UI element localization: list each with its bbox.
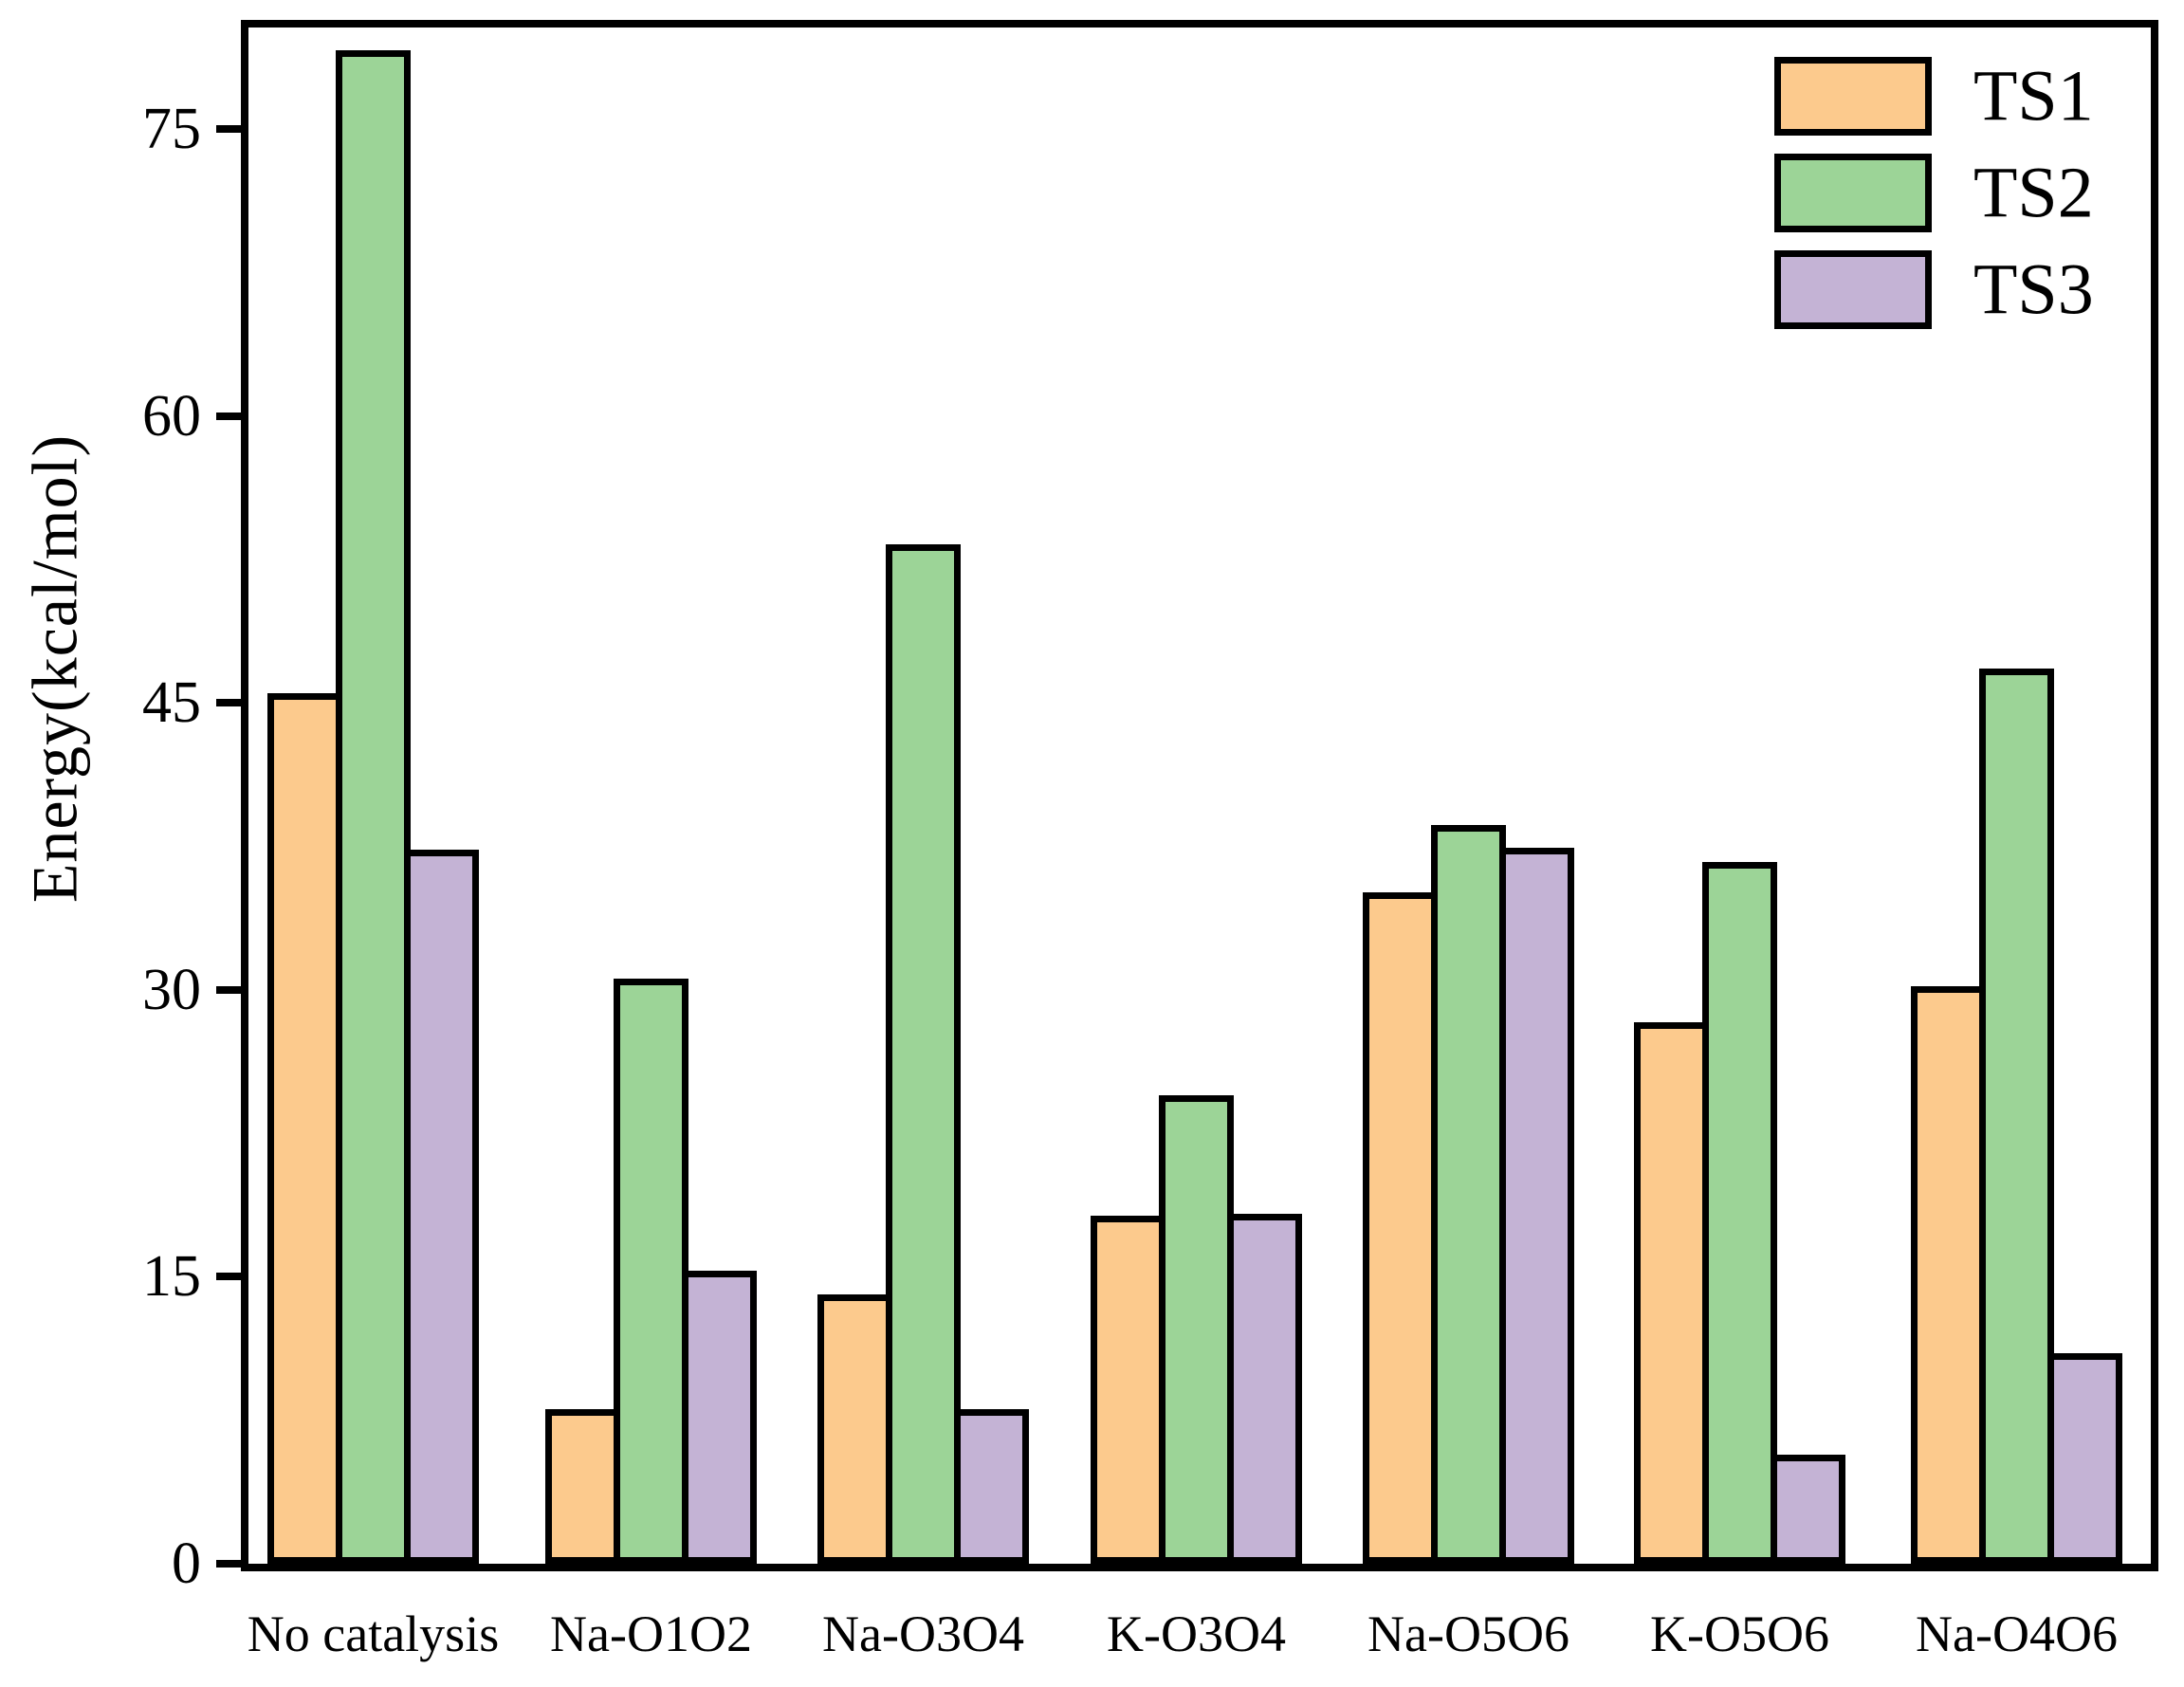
bar-ts3-group4	[1227, 1214, 1302, 1564]
bar-ts3-group6	[1771, 1455, 1845, 1564]
x-axis-label: Na-O1O2	[550, 1605, 752, 1662]
y-tick-mark	[216, 412, 242, 420]
x-axis-label: K-O5O6	[1650, 1605, 1829, 1662]
bar-ts2-group7	[1979, 669, 2054, 1564]
bar-ts2-group3	[886, 544, 961, 1564]
legend-swatch-ts1	[1774, 57, 1932, 136]
bar-ts1-group5	[1363, 892, 1438, 1564]
bar-ts3-group3	[954, 1409, 1029, 1564]
legend-swatch-ts3	[1774, 250, 1932, 329]
y-tick-label: 0	[172, 1531, 201, 1596]
bar-ts3-group2	[682, 1271, 757, 1564]
bar-ts1-group3	[817, 1294, 892, 1564]
y-tick-mark	[216, 1560, 242, 1568]
bar-ts3-group7	[2047, 1353, 2122, 1564]
y-tick-label: 45	[142, 670, 201, 736]
legend-swatch-ts2	[1774, 154, 1932, 232]
x-axis-label: No catalysis	[247, 1605, 500, 1662]
y-axis-title: Energy(kcal/mol)	[18, 433, 91, 904]
bar-ts1-group6	[1634, 1022, 1709, 1564]
bar-ts2-group6	[1702, 862, 1777, 1564]
bar-ts1-group7	[1911, 986, 1986, 1564]
bar-ts2-group2	[614, 979, 688, 1564]
bar-ts1-group4	[1091, 1216, 1165, 1564]
bar-ts2-group5	[1431, 825, 1506, 1564]
y-tick-mark	[216, 699, 242, 707]
bar-ts3-group5	[1499, 848, 1574, 1564]
y-tick-mark	[216, 1273, 242, 1281]
y-tick-mark	[216, 985, 242, 994]
legend-label: TS2	[1973, 153, 2094, 233]
x-axis-label: Na-O3O4	[822, 1605, 1024, 1662]
bar-ts2-group1	[336, 50, 411, 1564]
plot-area	[241, 20, 2158, 1571]
y-tick-label: 60	[142, 383, 201, 449]
x-axis-label: Na-O4O6	[1916, 1605, 2118, 1662]
y-tick-label: 75	[142, 96, 201, 161]
bar-ts1-group2	[545, 1409, 620, 1564]
bar-ts3-group1	[404, 850, 479, 1564]
y-tick-mark	[216, 124, 242, 133]
x-axis-label: Na-O5O6	[1367, 1605, 1569, 1662]
legend-label: TS3	[1973, 249, 2094, 330]
y-tick-label: 15	[142, 1244, 201, 1310]
legend-label: TS1	[1973, 56, 2094, 137]
bar-ts2-group4	[1159, 1095, 1234, 1564]
x-axis-label: K-O3O4	[1107, 1605, 1286, 1662]
bar-ts1-group1	[267, 693, 342, 1564]
y-tick-label: 30	[142, 957, 201, 1022]
